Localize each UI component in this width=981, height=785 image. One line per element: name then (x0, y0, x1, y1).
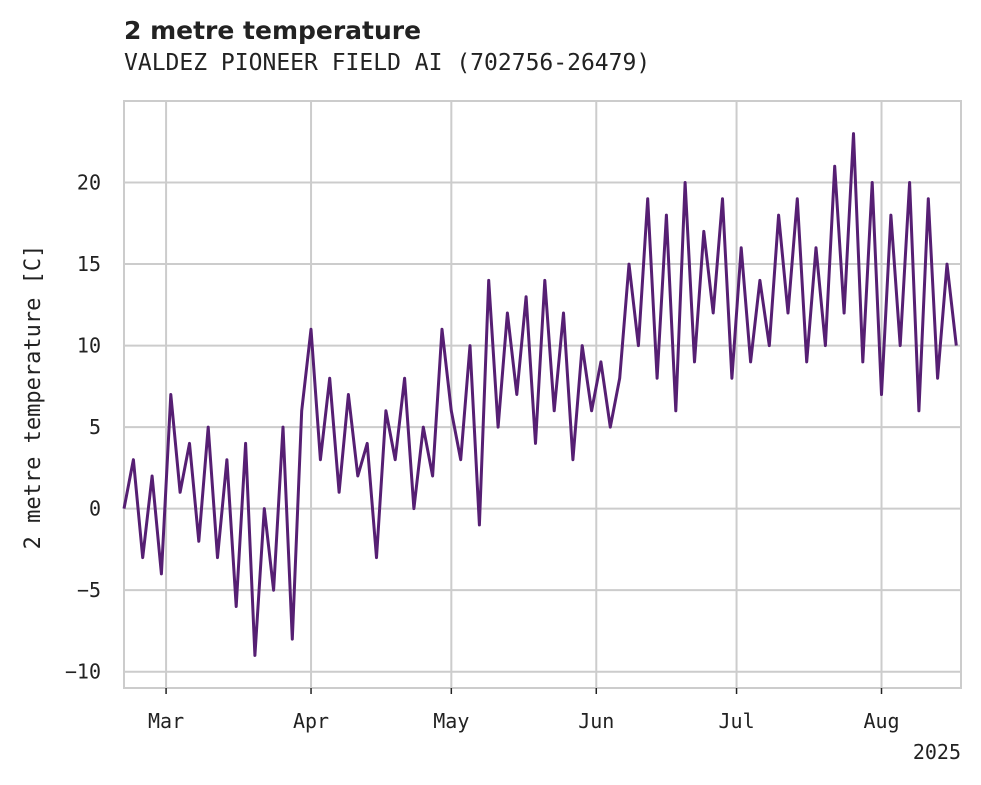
year-label: 2025 (913, 740, 961, 764)
y-tick-label: 20 (77, 171, 101, 195)
x-tick-labels: Mar Apr May Jun Jul Aug (148, 688, 900, 733)
y-tick-label: 0 (89, 497, 101, 521)
y-tick-label: −5 (77, 578, 101, 602)
temperature-series-line (122, 132, 958, 657)
x-tick-label: Aug (863, 709, 899, 733)
x-tick-label: Jul (718, 709, 754, 733)
y-tick-label: −10 (65, 660, 101, 684)
y-tick-label: 5 (89, 415, 101, 439)
x-tick-label: May (433, 709, 469, 733)
x-tick-label: Apr (293, 709, 329, 733)
y-axis-label: 2 metre temperature [C] (21, 245, 46, 550)
chart-subtitle: VALDEZ PIONEER FIELD AI (702756-26479) (124, 50, 651, 76)
y-tick-label: 15 (77, 252, 101, 276)
series-layer (122, 132, 958, 657)
y-tick-labels: −10 −5 0 5 10 15 20 (65, 171, 101, 684)
chart-title: 2 metre temperature (124, 16, 422, 45)
x-tick-label: Mar (148, 709, 184, 733)
plot-frame (123, 100, 962, 689)
x-tick-label: Jun (578, 709, 614, 733)
y-tick-label: 10 (77, 334, 101, 358)
grid-layer (124, 101, 961, 688)
